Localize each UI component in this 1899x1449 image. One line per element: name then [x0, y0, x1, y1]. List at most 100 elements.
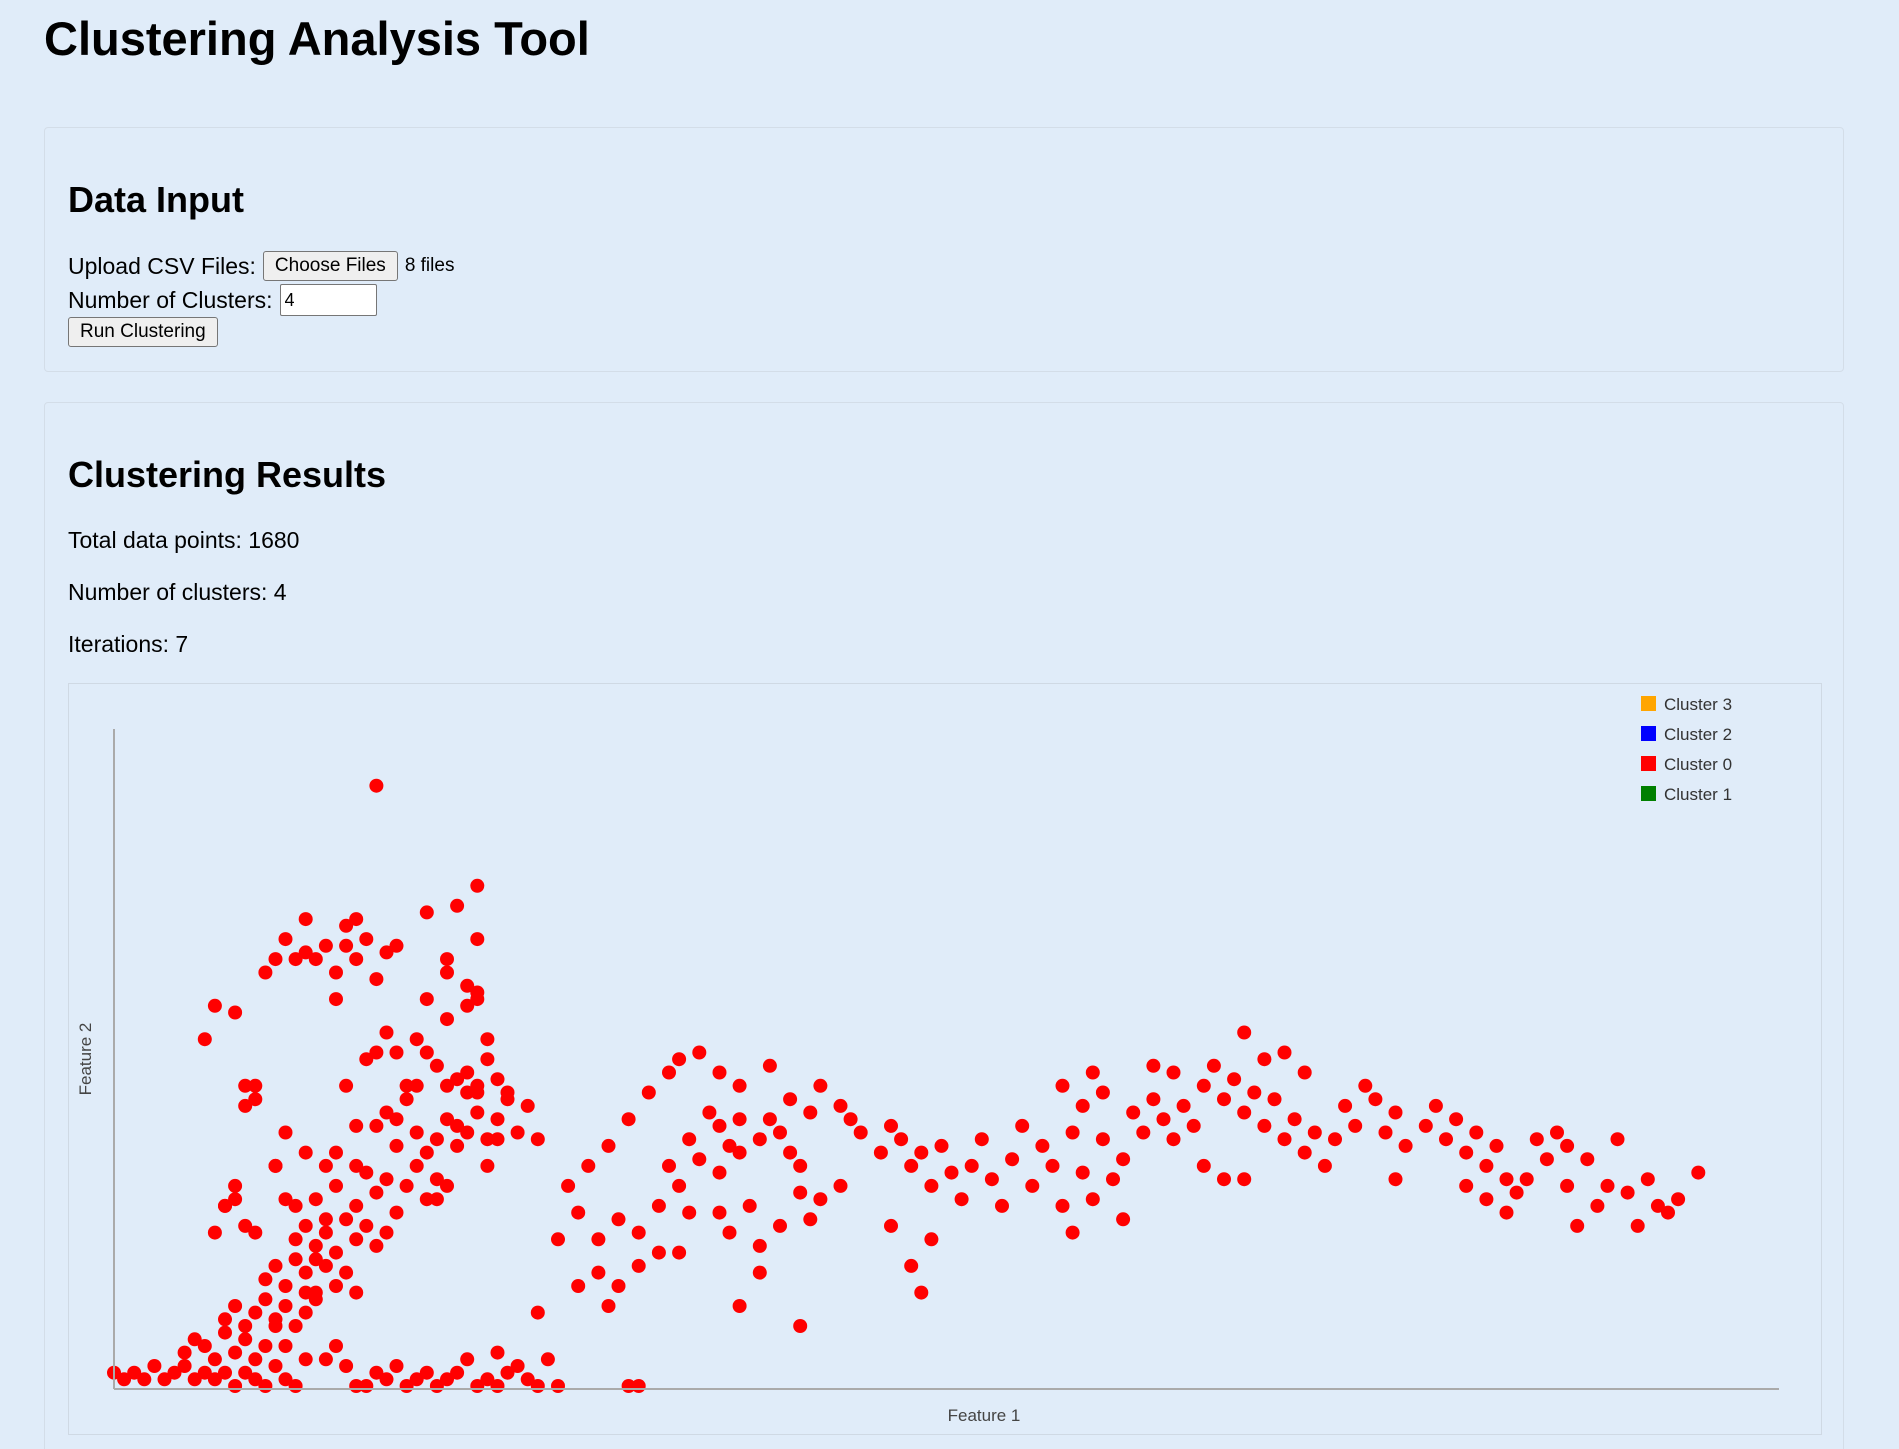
- data-point-cluster-0: [167, 1365, 182, 1380]
- data-point-cluster-0: [470, 932, 485, 947]
- data-point-cluster-0: [470, 985, 485, 1000]
- scatter-chart: Feature 1 Feature 2 Cluster 3 Cluster 2 Cl…: [68, 683, 1822, 1435]
- data-point-cluster-0: [359, 1218, 374, 1233]
- files-status: 8 files: [404, 255, 455, 276]
- data-point-cluster-0: [308, 1285, 323, 1300]
- data-point-cluster-0: [1045, 1158, 1060, 1173]
- data-point-cluster-0: [460, 1085, 475, 1100]
- data-point-cluster-0: [298, 945, 313, 960]
- data-point-cluster-0: [228, 1379, 243, 1393]
- data-point-cluster-0: [349, 1118, 364, 1133]
- data-point-cluster-0: [672, 1178, 687, 1193]
- data-point-cluster-0: [308, 1192, 323, 1207]
- x-axis-title: Feature 1: [948, 1406, 1021, 1425]
- data-point-cluster-0: [1277, 1045, 1292, 1060]
- data-point-cluster-0: [369, 1185, 384, 1200]
- data-point-cluster-0: [490, 1345, 505, 1360]
- data-point-cluster-0: [1186, 1118, 1201, 1133]
- data-point-cluster-0: [440, 1078, 454, 1093]
- data-point-cluster-0: [1449, 1112, 1464, 1127]
- data-point-cluster-0: [954, 1192, 969, 1207]
- data-point-cluster-0: [551, 1232, 565, 1247]
- data-point-cluster-0: [419, 905, 434, 920]
- data-point-cluster-0: [712, 1165, 727, 1180]
- data-point-cluster-0: [379, 1025, 394, 1040]
- data-point-cluster-0: [288, 1252, 303, 1267]
- data-point-cluster-0: [732, 1145, 747, 1160]
- data-point-cluster-0: [1388, 1105, 1403, 1120]
- data-point-cluster-0: [662, 1158, 676, 1173]
- data-point-cluster-0: [177, 1345, 192, 1360]
- data-point-cluster-0: [389, 1112, 404, 1127]
- data-point-cluster-0: [1166, 1132, 1181, 1147]
- data-point-cluster-0: [551, 1379, 565, 1393]
- choose-files-button[interactable]: Choose Files: [262, 251, 398, 281]
- data-point-cluster-0: [359, 1052, 374, 1067]
- data-point-cluster-0: [1206, 1058, 1221, 1073]
- data-point-cluster-0: [429, 1132, 444, 1147]
- data-point-cluster-0: [298, 1265, 313, 1280]
- data-point-cluster-0: [752, 1132, 767, 1147]
- data-point-cluster-0: [238, 1365, 253, 1380]
- data-point-cluster-0: [1217, 1092, 1231, 1107]
- data-point-cluster-0: [813, 1078, 828, 1093]
- data-point-cluster-0: [1439, 1132, 1453, 1147]
- data-point-cluster-0: [288, 1232, 303, 1247]
- run-clustering-button[interactable]: Run Clustering: [68, 317, 218, 347]
- data-point-cluster-0: [631, 1379, 646, 1393]
- data-point-cluster-0: [591, 1265, 606, 1280]
- data-point-cluster-0: [1277, 1132, 1292, 1147]
- data-point-cluster-0: [773, 1125, 787, 1140]
- data-point-cluster-0: [268, 1158, 283, 1173]
- data-point-cluster-0: [258, 1379, 273, 1393]
- data-point-cluster-0: [318, 1225, 333, 1240]
- data-point-cluster-0: [429, 1172, 444, 1187]
- data-point-cluster-0: [298, 1145, 313, 1160]
- data-point-cluster-0: [409, 1078, 424, 1093]
- data-point-cluster-0: [369, 1365, 384, 1380]
- data-point-cluster-0: [157, 1372, 172, 1387]
- data-point-cluster-0: [803, 1212, 818, 1227]
- data-point-cluster-0: [228, 1005, 243, 1020]
- data-point-cluster-0: [1095, 1132, 1110, 1147]
- data-point-cluster-0: [278, 1339, 293, 1353]
- results-heading: Clustering Results: [68, 454, 387, 495]
- data-point-cluster-0: [127, 1365, 142, 1380]
- data-point-cluster-0: [762, 1058, 777, 1073]
- data-point-cluster-0: [611, 1279, 626, 1293]
- data-point-cluster-0: [389, 1359, 404, 1373]
- data-point-cluster-0: [470, 1085, 485, 1100]
- data-point-cluster-0: [318, 1258, 333, 1273]
- data-point-cluster-0: [258, 1292, 273, 1307]
- data-point-cluster-0: [369, 1118, 384, 1133]
- data-point-cluster-0: [389, 1205, 404, 1220]
- data-point-cluster-0: [1570, 1218, 1585, 1233]
- data-point-cluster-0: [924, 1178, 939, 1193]
- data-point-cluster-0: [873, 1145, 888, 1160]
- data-point-cluster-0: [1287, 1112, 1302, 1127]
- clusters-input[interactable]: [279, 284, 377, 316]
- data-point-cluster-0: [298, 1218, 313, 1233]
- data-point-cluster-0: [944, 1165, 959, 1180]
- data-point-cluster-0: [389, 1045, 404, 1060]
- data-point-cluster-0: [490, 1132, 505, 1147]
- data-point-cluster-0: [1237, 1105, 1252, 1120]
- data-point-cluster-0: [672, 1245, 687, 1260]
- data-point-cluster-0: [1348, 1118, 1363, 1133]
- data-point-cluster-0: [480, 1052, 495, 1067]
- data-point-cluster-0: [450, 898, 465, 913]
- data-point-cluster-0: [1267, 1092, 1282, 1107]
- data-point-cluster-0: [268, 1258, 283, 1273]
- data-point-cluster-0: [1499, 1205, 1514, 1220]
- data-point-cluster-0: [460, 998, 475, 1013]
- data-point-cluster-0: [1630, 1218, 1645, 1233]
- data-point-cluster-0: [1661, 1205, 1675, 1220]
- data-point-cluster-0: [1156, 1112, 1171, 1127]
- data-point-cluster-0: [187, 1332, 202, 1347]
- data-point-cluster-0: [1328, 1132, 1342, 1147]
- data-point-cluster-0: [1469, 1125, 1484, 1140]
- legend-label-cluster-0: Cluster 0: [1664, 755, 1732, 774]
- data-point-cluster-0: [329, 992, 343, 1007]
- data-point-cluster-0: [853, 1125, 868, 1140]
- data-point-cluster-0: [480, 1132, 495, 1147]
